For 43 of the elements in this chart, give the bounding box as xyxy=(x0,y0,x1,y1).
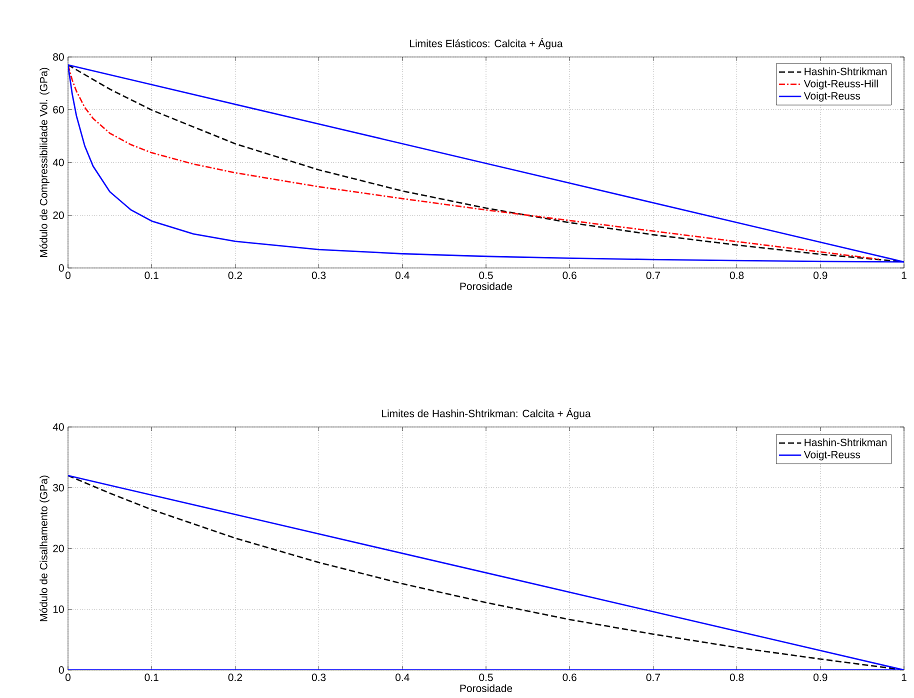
x-tick-label: 0.5 xyxy=(479,272,493,280)
y-tick-label: 40 xyxy=(52,158,64,166)
y-tick-label: 20 xyxy=(53,544,64,552)
y-tick-label: 30 xyxy=(53,484,64,492)
x-tick-label: 0.3 xyxy=(312,272,326,280)
x-tick-label: 0.5 xyxy=(479,674,493,682)
y-tick-label: 40 xyxy=(52,423,64,431)
legend-label: Voigt-Reuss-Hill xyxy=(804,80,878,90)
x-tick-label: 1 xyxy=(902,272,906,279)
y-tick-label: 0 xyxy=(58,264,64,272)
x-tick-label: 0.2 xyxy=(228,674,242,682)
x-tick-label: 0.7 xyxy=(646,674,660,682)
y-axis-title: Módulo de Compressibilidade Vol. (GPa) xyxy=(40,68,50,257)
x-tick-label: 0.4 xyxy=(396,674,410,682)
x-tick-label: 0.1 xyxy=(144,272,158,280)
x-tick-label: 0.2 xyxy=(228,272,242,280)
chart-title: Limites de Hashin-Shtrikman: Calcita + Água xyxy=(382,408,591,420)
x-tick-label: 0 xyxy=(65,272,71,280)
y-tick-label: 60 xyxy=(53,106,64,114)
legend-label: Voigt-Reuss xyxy=(804,450,860,460)
x-tick-label: 0.9 xyxy=(814,674,828,682)
y-tick-label: 10 xyxy=(53,606,64,613)
y-tick-label: 80 xyxy=(53,53,64,61)
chart-title: Limites Elásticos: Calcita + Água xyxy=(410,38,563,50)
x-tick-label: 0.8 xyxy=(730,272,744,280)
legend-label: Hashin-Shtrikman xyxy=(804,438,887,446)
x-axis-title: Porosidade xyxy=(460,684,512,692)
legend-label: Hashin-Shtrikman xyxy=(804,68,887,76)
x-tick-label: 1 xyxy=(902,674,906,681)
x-tick-label: 0 xyxy=(65,674,71,682)
x-tick-label: 0.4 xyxy=(396,272,410,280)
x-tick-label: 0.9 xyxy=(814,272,828,280)
y-tick-label: 20 xyxy=(53,212,64,219)
y-axis-title: Módulo de Cisalhamento (GPa) xyxy=(40,476,50,622)
x-tick-label: 0.6 xyxy=(562,272,576,280)
x-tick-label: 0.8 xyxy=(730,674,744,682)
y-tick-label: 0 xyxy=(58,666,64,674)
legend-label: Voigt-Reuss xyxy=(804,92,860,102)
x-tick-label: 0.7 xyxy=(646,272,660,280)
x-tick-label: 0.3 xyxy=(312,674,326,682)
x-tick-label: 0.6 xyxy=(562,674,576,682)
x-axis-title: Porosidade xyxy=(460,282,512,290)
x-tick-label: 0.1 xyxy=(144,674,158,682)
